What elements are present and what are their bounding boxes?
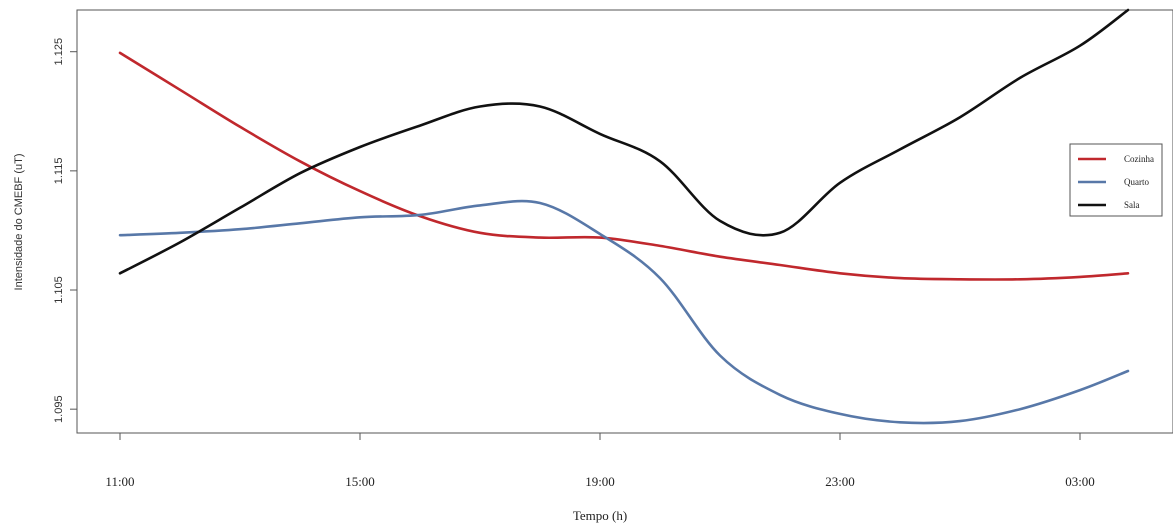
y-tick-label: 1.095 <box>53 395 65 423</box>
x-tick-label: 03:00 <box>1065 474 1095 489</box>
series-line-quarto <box>118 199 1130 425</box>
y-tick-label: 1.105 <box>53 276 65 304</box>
x-tick-label: 15:00 <box>345 474 375 489</box>
x-axis: 11:00 15:00 19:00 23:00 03:00 <box>105 433 1095 489</box>
y-tick-label: 1.125 <box>53 38 65 66</box>
x-tick-label: 23:00 <box>825 474 855 489</box>
x-tick-label: 19:00 <box>585 474 615 489</box>
plot-area-frame <box>76 9 1173 434</box>
legend: Cozinha Quarto Sala <box>1069 143 1163 217</box>
series-line-sala <box>118 8 1130 275</box>
y-axis-title: Intensidade do CMEBF (uT) <box>13 154 25 291</box>
series-line-cozinha <box>118 51 1130 281</box>
y-axis: 1.095 1.105 1.115 1.125 <box>53 38 77 423</box>
legend-label-sala: Sala <box>1124 200 1140 210</box>
x-tick-label: 11:00 <box>105 474 134 489</box>
legend-label-cozinha: Cozinha <box>1124 154 1154 164</box>
series-layer <box>118 8 1130 425</box>
y-tick-label: 1.115 <box>53 158 65 185</box>
x-axis-title: Tempo (h) <box>573 508 627 523</box>
legend-label-quarto: Quarto <box>1124 177 1149 187</box>
